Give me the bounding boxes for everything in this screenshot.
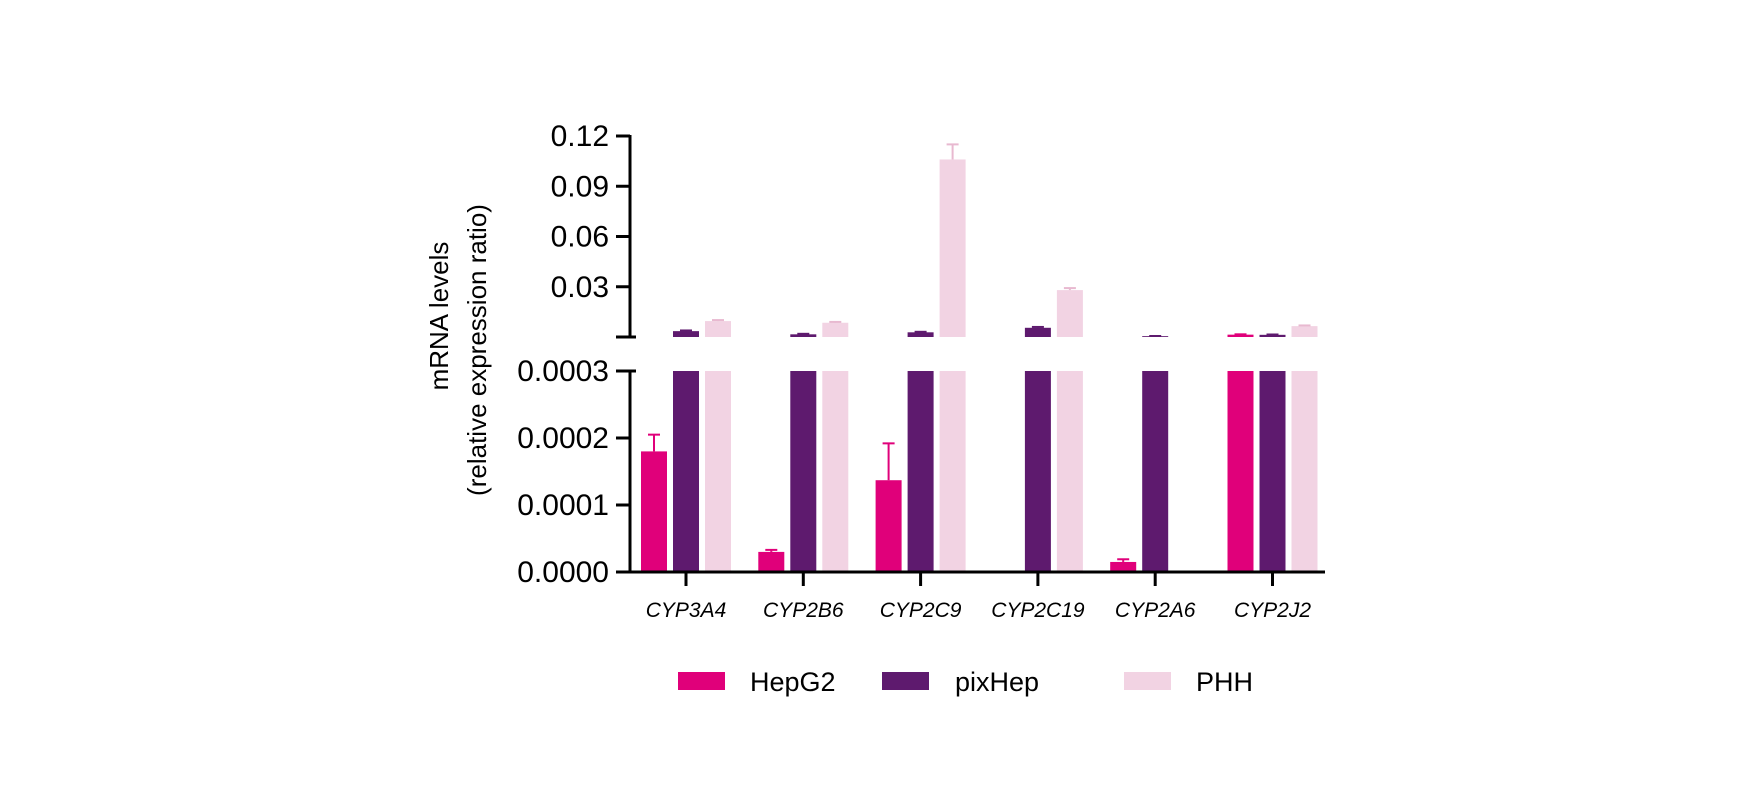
bar-pixhep-cyp3a4-upper [673, 331, 699, 337]
bar-hepg2-cyp2j2-lower [1227, 371, 1254, 572]
bar-hepg2-cyp3a4-lower [641, 451, 667, 572]
legend-label-phh: PHH [1196, 667, 1253, 697]
x-tick-label-cyp2a6: CYP2A6 [1115, 599, 1196, 622]
legend-swatch-phh [1124, 672, 1171, 690]
bar-pixhep-cyp2j2-upper [1259, 334, 1286, 337]
bar-phh-cyp2b6-lower [822, 371, 849, 572]
y-tick-label-lower: 0.0000 [517, 556, 609, 589]
legend-label-pixhep: pixHep [955, 667, 1039, 697]
bar-phh-cyp3a4-lower [705, 371, 731, 572]
x-tick-label-cyp3a4: CYP3A4 [646, 599, 727, 622]
bar-phh-cyp3a4-upper [705, 321, 731, 337]
bar-pixhep-cyp2c19-upper [1024, 327, 1051, 337]
legend-swatch-pixhep [882, 672, 929, 690]
bar-pixhep-cyp3a4-lower [673, 371, 699, 572]
upper-panel-bars [673, 143, 1318, 337]
bar-phh-cyp2c19-lower [1056, 371, 1083, 572]
bar-hepg2-cyp2a6-lower [1110, 561, 1137, 572]
bar-phh-cyp2c19-upper [1056, 290, 1083, 337]
y-tick-label-lower: 0.0002 [517, 422, 609, 455]
bar-pixhep-cyp2b6-upper [790, 334, 817, 337]
bar-hepg2-cyp2c9-lower [875, 480, 902, 572]
bar-pixhep-cyp2a6-lower [1142, 371, 1169, 572]
y-tick-label-upper: 0.12 [551, 120, 609, 153]
bar-hepg2-cyp2b6-lower [758, 551, 785, 572]
bar-phh-cyp2j2-upper [1291, 326, 1318, 337]
y-ticks: 0.03 0.06 0.09 0.12 0.0000 0.0001 0.0002 0.0003 [517, 120, 630, 589]
y-tick-label-lower: 0.0003 [517, 355, 609, 388]
bar-phh-cyp2j2-lower [1291, 371, 1318, 572]
legend: HepG2 pixHep PHH [678, 667, 1253, 697]
legend-swatch-hepg2 [678, 672, 725, 690]
y-tick-label-lower: 0.0001 [517, 489, 609, 522]
x-tick-label-cyp2j2: CYP2J2 [1234, 599, 1311, 622]
y-axis-title-line1: mRNA levels [424, 242, 454, 391]
bar-phh-cyp2c9-lower [939, 371, 966, 572]
y-tick-label-upper: 0.06 [551, 221, 609, 254]
y-tick-label-upper: 0.09 [551, 170, 609, 203]
bar-hepg2-cyp2j2-upper [1227, 334, 1254, 337]
bar-pixhep-cyp2c9-lower [907, 371, 934, 572]
lower-panel-bars [641, 371, 1318, 572]
bar-pixhep-cyp2b6-lower [790, 371, 817, 572]
x-tick-label-cyp2c9: CYP2C9 [880, 599, 962, 622]
x-tick-label-cyp2c19: CYP2C19 [991, 599, 1085, 622]
y-axis-title-line2: (relative expression ratio) [462, 204, 492, 496]
bar-pixhep-cyp2j2-lower [1259, 371, 1286, 572]
y-tick-label-upper: 0.03 [551, 271, 609, 304]
bar-pixhep-cyp2c19-lower [1024, 371, 1051, 572]
bar-pixhep-cyp2c9-upper [907, 332, 934, 337]
bar-phh-cyp2c9-upper [939, 159, 966, 337]
x-category-labels: CYP3A4 CYP2B6 CYP2C9 CYP2C19 CYP2A6 CYP2J2 [646, 599, 1312, 622]
bar-phh-cyp2b6-upper [822, 322, 849, 337]
legend-label-hepg2: HepG2 [750, 667, 836, 697]
x-tick-label-cyp2b6: CYP2B6 [763, 599, 844, 622]
